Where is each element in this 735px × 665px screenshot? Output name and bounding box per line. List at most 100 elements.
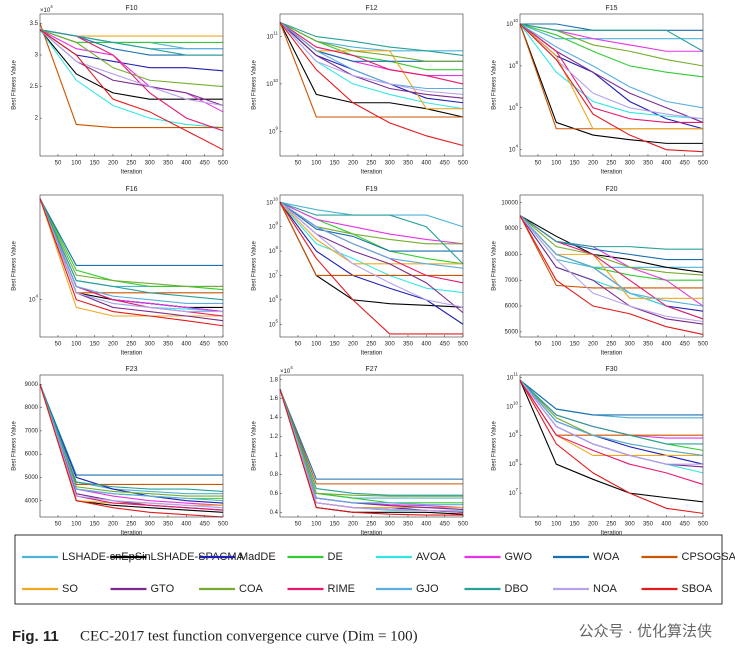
y-tick-label: 106 [269, 294, 279, 303]
y-tick-label-exp: 4 [35, 294, 38, 299]
x-tick-label: 50 [535, 161, 542, 167]
y-tick-label-exp: 8 [515, 458, 518, 463]
x-tick-label: 100 [311, 522, 322, 528]
x-tick-label: 400 [181, 161, 192, 167]
x-axis-label: Iteration [601, 351, 623, 357]
y-tick-label: 109 [269, 125, 279, 134]
y-tick-label: 10000 [501, 200, 518, 206]
x-tick-label: 500 [458, 522, 469, 528]
y-axis-label: Best Fitness Value [252, 421, 258, 471]
x-tick-label: 150 [90, 161, 101, 167]
x-tick-label: 100 [71, 161, 82, 167]
x-tick-label: 400 [421, 522, 432, 528]
y-tick-label-exp: 8 [275, 245, 278, 250]
x-tick-label: 50 [55, 342, 62, 348]
x-tick-label: 450 [200, 161, 211, 167]
y-multiplier: ×104 [40, 4, 53, 13]
x-tick-label: 500 [458, 342, 469, 348]
y-tick-label-exp: 11 [513, 371, 518, 376]
y-tick-label: 9000 [505, 226, 519, 232]
y-tick-label: 108 [509, 458, 519, 467]
x-tick-label: 300 [145, 161, 156, 167]
y-tick-label: 5000 [25, 475, 39, 481]
x-tick-label: 400 [181, 342, 192, 348]
y-tick-label-exp: 9 [275, 125, 278, 130]
x-tick-label: 200 [108, 342, 119, 348]
x-tick-label: 50 [295, 161, 302, 167]
x-tick-label: 200 [348, 161, 359, 167]
subplot-title: F20 [605, 186, 617, 193]
legend-label: DBO [505, 583, 529, 595]
y-tick-label: 6000 [25, 452, 39, 458]
x-tick-label: 300 [145, 522, 156, 528]
y-tick-label: 109 [509, 429, 519, 438]
y-axis-label: Best Fitness Value [492, 60, 498, 110]
x-tick-label: 500 [698, 161, 709, 167]
x-tick-label: 50 [295, 342, 302, 348]
x-tick-label: 150 [330, 342, 341, 348]
y-tick-label-exp: 7 [275, 270, 278, 275]
legend-label: CPSOGSA [682, 551, 735, 563]
y-tick-label: 5000 [505, 329, 519, 335]
x-tick-label: 400 [661, 342, 672, 348]
x-tick-label: 500 [698, 342, 709, 348]
y-tick-label: 104 [29, 294, 39, 303]
y-tick-label: 1011 [267, 31, 279, 40]
x-axis-label: Iteration [361, 170, 383, 176]
x-axis-label: Iteration [361, 531, 383, 537]
x-tick-label: 250 [366, 522, 377, 528]
y-tick-label: 1010 [266, 78, 278, 87]
x-tick-label: 100 [71, 342, 82, 348]
y-tick-label: 104 [509, 144, 519, 153]
x-tick-label: 50 [535, 522, 542, 528]
x-tick-label: 350 [643, 161, 654, 167]
x-tick-label: 450 [440, 522, 451, 528]
y-multiplier-exp: 4 [50, 4, 53, 9]
legend-label: NOA [593, 583, 618, 595]
y-tick-label-exp: 6 [515, 102, 518, 107]
subplot-title: F27 [365, 366, 377, 373]
x-tick-label: 350 [403, 161, 414, 167]
y-axis-label: Best Fitness Value [492, 421, 498, 471]
y-tick-label: 2.5 [30, 84, 39, 90]
y-tick-label: 8000 [25, 405, 39, 411]
y-tick-label: 7000 [505, 278, 519, 284]
x-tick-label: 500 [218, 161, 229, 167]
y-tick-label: 106 [509, 102, 519, 111]
caption-label: Fig. 11 [12, 628, 59, 645]
x-axis-label: Iteration [361, 351, 383, 357]
y-tick-label: 1010 [506, 18, 518, 27]
x-tick-label: 250 [126, 342, 137, 348]
x-tick-label: 250 [126, 161, 137, 167]
x-tick-label: 150 [570, 161, 581, 167]
y-tick-label: 1.8 [270, 377, 279, 383]
y-tick-label: 0.4 [270, 510, 279, 516]
x-tick-label: 100 [311, 342, 322, 348]
y-tick-label: 1.6 [270, 396, 279, 402]
x-tick-label: 500 [458, 161, 469, 167]
legend-label: GTO [151, 583, 175, 595]
x-tick-label: 450 [440, 161, 451, 167]
legend-label: GWO [505, 551, 533, 563]
y-tick-label: 0.6 [270, 491, 279, 497]
x-tick-label: 350 [163, 342, 174, 348]
legend-label: WOA [593, 551, 620, 563]
legend-label: SO [62, 583, 78, 595]
x-tick-label: 100 [551, 522, 562, 528]
x-tick-label: 350 [403, 342, 414, 348]
y-tick-label: 3 [35, 53, 39, 59]
legend-label: AVOA [416, 551, 446, 563]
x-tick-label: 250 [126, 522, 137, 528]
x-tick-label: 200 [588, 522, 599, 528]
legend-label: RIME [328, 583, 356, 595]
x-tick-label: 300 [625, 342, 636, 348]
y-tick-label: 108 [509, 60, 519, 69]
x-tick-label: 50 [295, 522, 302, 528]
x-tick-label: 100 [311, 161, 322, 167]
y-tick-label: 1 [275, 453, 279, 459]
x-tick-label: 100 [71, 522, 82, 528]
y-tick-label: 7000 [25, 428, 39, 434]
x-tick-label: 300 [385, 161, 396, 167]
x-axis-label: Iteration [121, 170, 143, 176]
x-tick-label: 350 [643, 522, 654, 528]
